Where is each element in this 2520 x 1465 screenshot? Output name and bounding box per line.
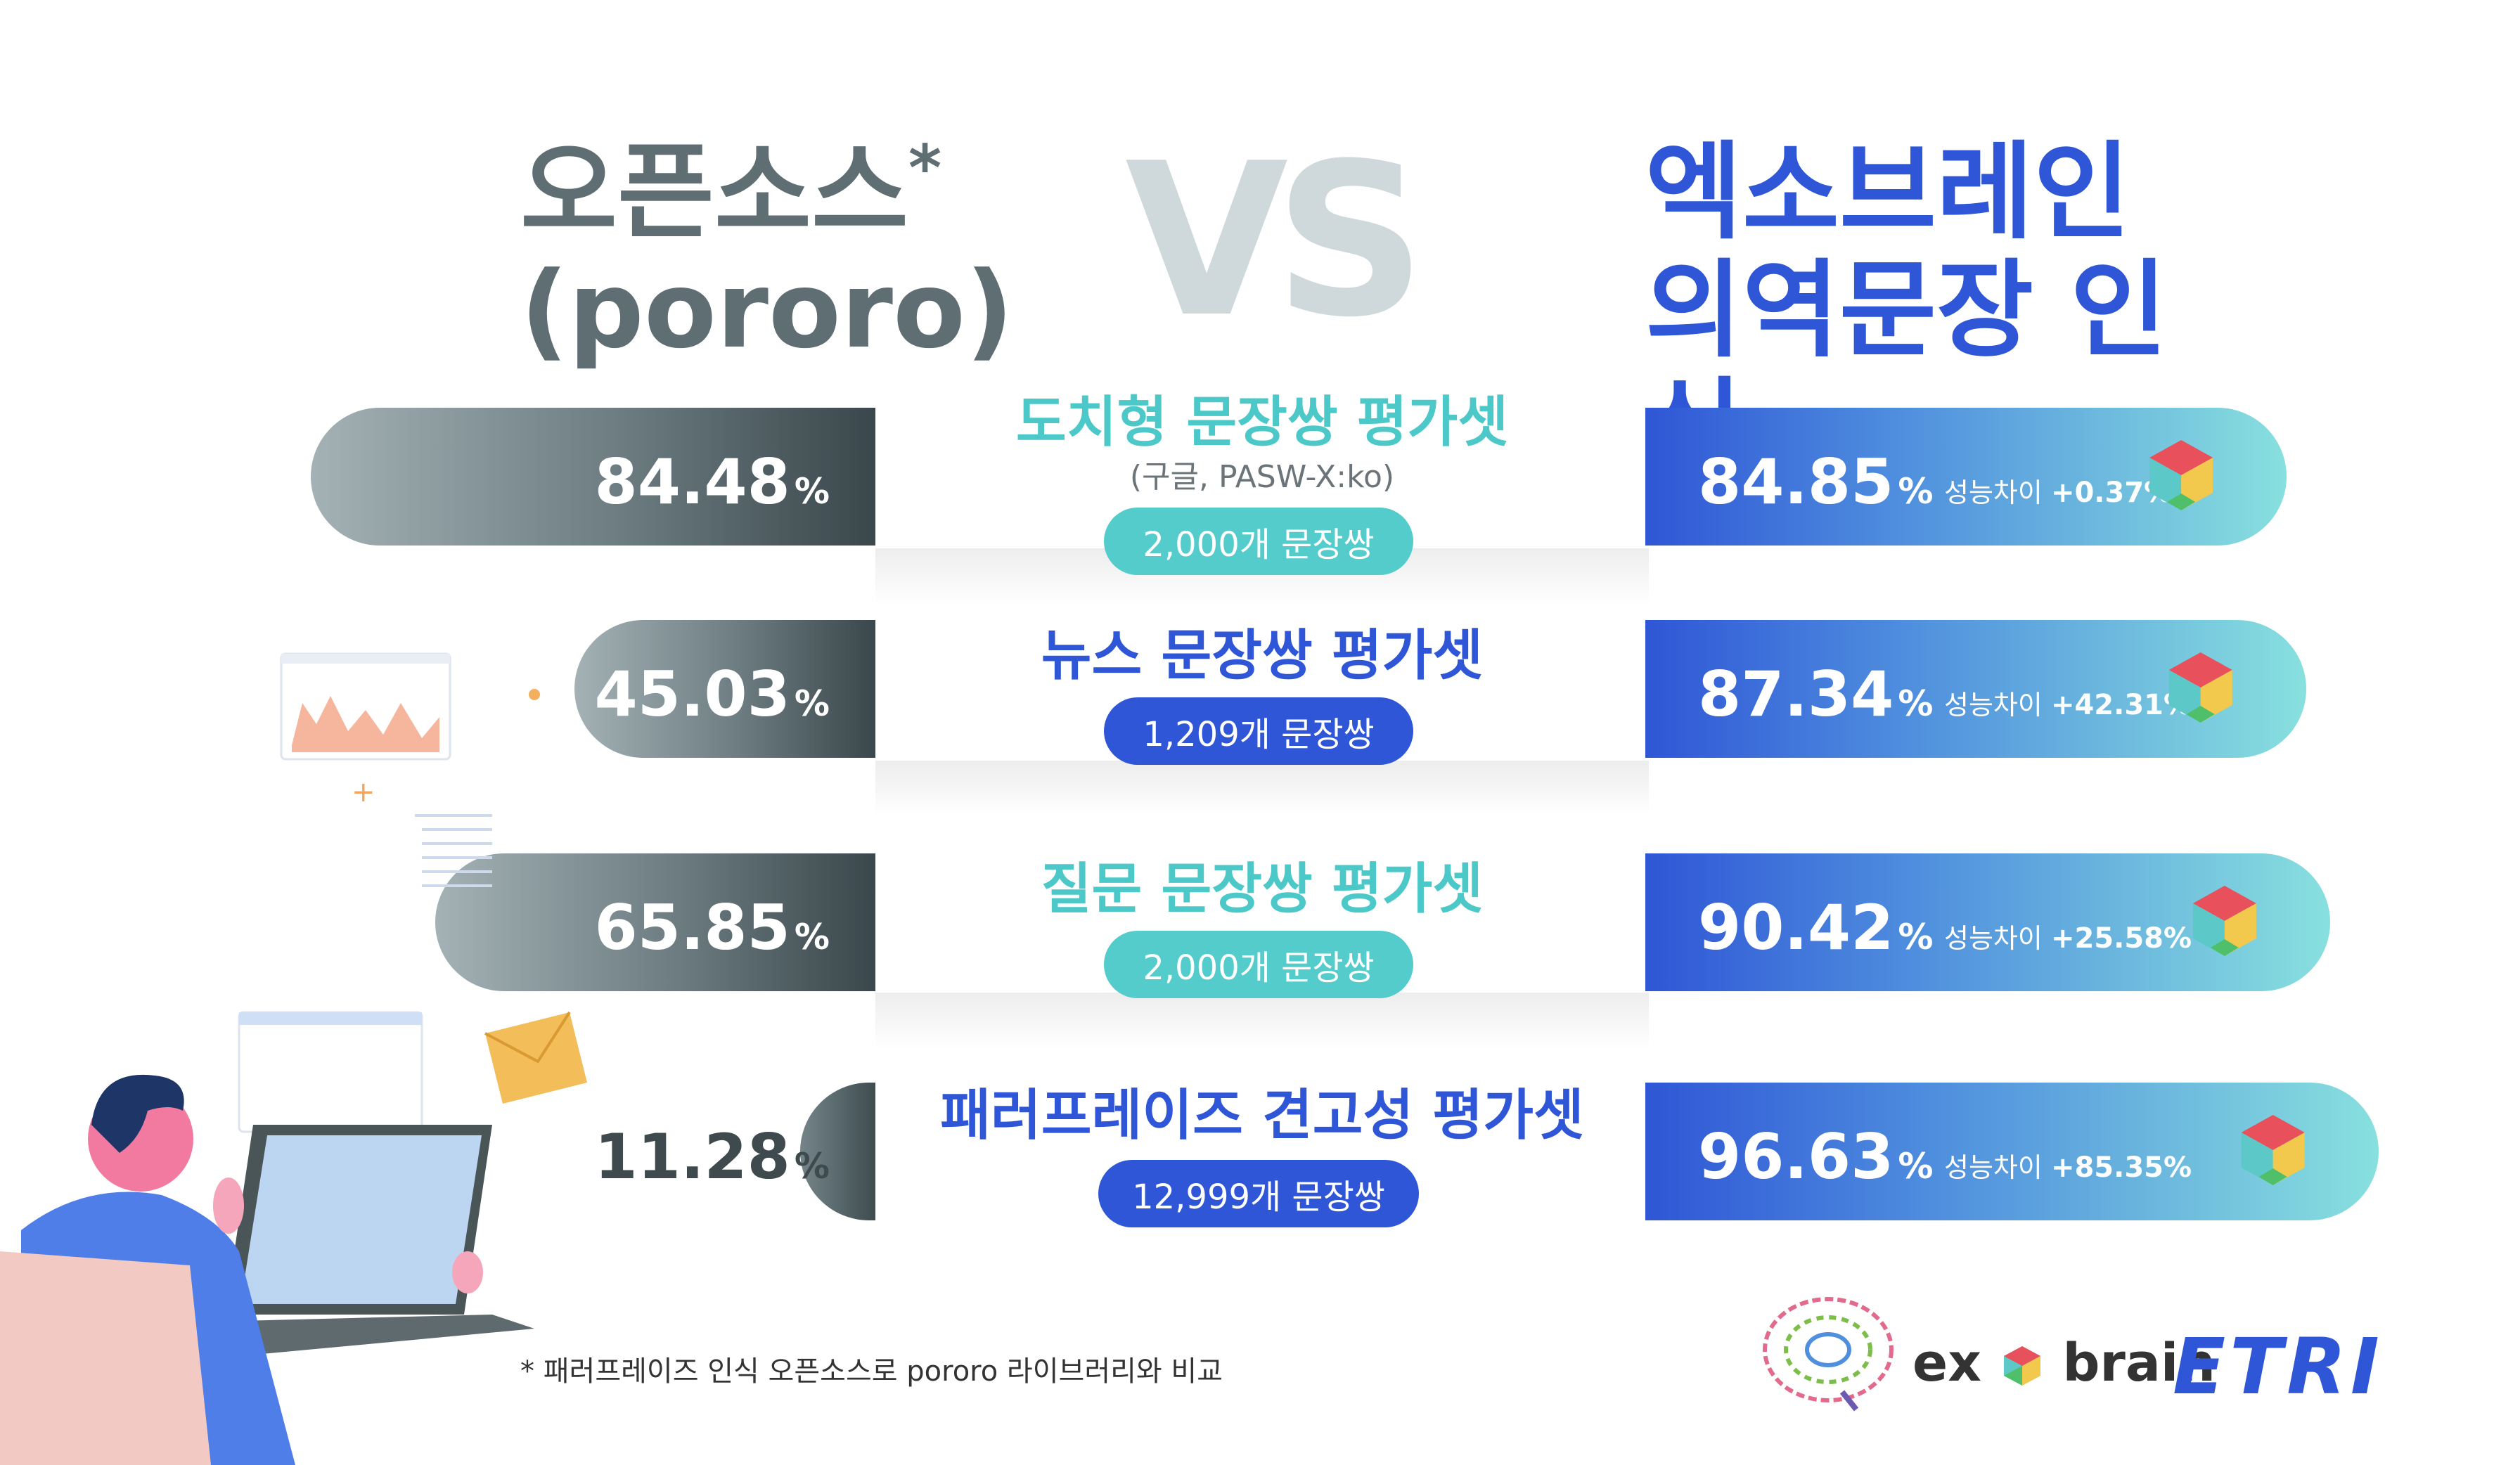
exobrain-value: 96.63% [1698,1121,1934,1193]
brain-logo [1763,1297,1894,1412]
performance-diff: 성능차이 +0.37% [1944,477,2173,509]
row-shadow [875,993,1649,1049]
performance-diff: 성능차이 +42.31% [1944,689,2192,721]
open-source-bar [574,620,875,758]
dataset-title: 도치형 문장쌍 평가셋 [1015,391,1509,454]
svg-text:+: + [352,776,375,808]
exobrain-value: 90.42% [1698,891,1934,964]
dataset-subtitle: (구글, PASW-X:ko) [1129,459,1395,495]
person-icon [0,1074,483,1465]
performance-diff: 성능차이 +85.35% [1944,1151,2192,1184]
etri-logo: ETRI [2173,1322,2384,1412]
footnote: * 패러프레이즈 인식 오픈소스로 pororo 라이브러리와 비교 [520,1355,1223,1388]
open-source-value: 84.48% [594,446,830,518]
exobrain-value: 87.34% [1698,658,1934,730]
exobrain-logo-cube-icon [2003,1346,2040,1386]
window-card-icon [238,1011,423,1133]
dataset-count-badge: 2,000개 문장쌍 [1104,508,1413,575]
chart-card-icon [280,652,451,761]
vs-label: VS [1125,118,1426,363]
exobrain-heading: 엑소브레인 의역문장 인식 [1645,134,2208,488]
footnote-star: * [908,131,942,205]
person-laptop-illustration: + [0,652,587,1465]
dataset-title: 질문 문장쌍 평가셋 [1041,858,1484,921]
open-source-value: 65.85% [594,891,830,964]
exobrain-title: 엑소브레인 [1645,131,2131,254]
exobrain-value: 84.85% [1698,446,1934,518]
dataset-count-badge: 12,999개 문장쌍 [1098,1160,1419,1227]
document-icon [415,814,492,887]
open-source-bar [435,853,875,991]
open-source-title: 오픈소스 [520,131,909,254]
dataset-title: 패러프레이즈 견고성 평가셋 [940,1084,1584,1147]
open-source-heading: 오픈소스* (pororo) [520,131,1014,372]
open-source-value: 45.03% [594,658,830,730]
dataset-count-badge: 1,209개 문장쌍 [1104,697,1413,765]
envelope-icon [484,1011,587,1104]
performance-diff: 성능차이 +25.58% [1944,922,2192,955]
pororo-label: (pororo) [520,250,1014,372]
dataset-title: 뉴스 문장쌍 평가셋 [1041,624,1484,688]
exobrain-logo: ex brain [1912,1333,2216,1393]
open-source-value: 11.28% [594,1121,830,1193]
exobrain-subtitle: 의역문장 인식 [1645,250,2168,488]
row-shadow [875,761,1649,817]
dataset-count-badge: 2,000개 문장쌍 [1104,931,1413,998]
open-source-bar [311,408,875,546]
laptop-icon [211,1125,534,1357]
